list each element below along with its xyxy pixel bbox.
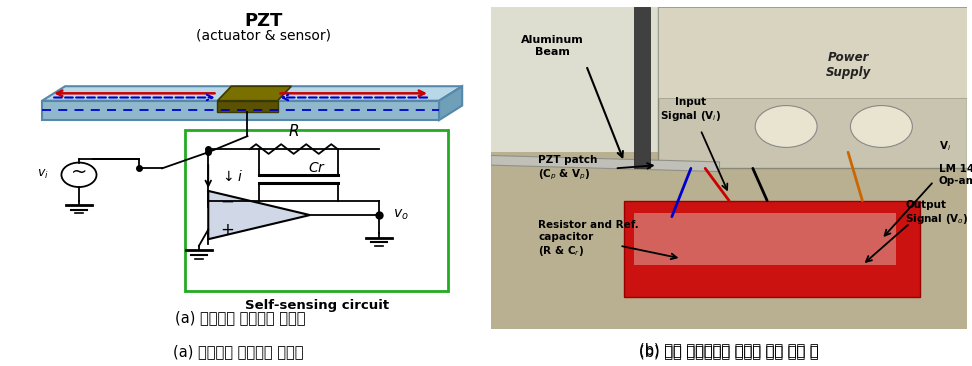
Circle shape [850, 105, 913, 147]
Text: $v_i$: $v_i$ [37, 168, 49, 181]
Text: Power
Supply: Power Supply [825, 51, 871, 79]
Text: (b) 실제 개발회로를 이용한 손상 감지 예: (b) 실제 개발회로를 이용한 손상 감지 예 [640, 344, 818, 359]
Circle shape [755, 105, 817, 147]
Polygon shape [218, 101, 278, 112]
Text: $-$: $-$ [220, 191, 234, 210]
Polygon shape [42, 101, 439, 120]
Text: Self-sensing circuit: Self-sensing circuit [245, 299, 389, 312]
Text: Input
Signal (V$_i$): Input Signal (V$_i$) [660, 97, 721, 123]
Polygon shape [491, 156, 719, 172]
Text: (a) 임피던스 측정회로 개념도: (a) 임피던스 측정회로 개념도 [175, 311, 306, 326]
Text: $R$: $R$ [288, 123, 299, 139]
Bar [657, 7, 967, 168]
Polygon shape [218, 86, 292, 101]
Text: PZT: PZT [245, 12, 283, 30]
Bar [634, 213, 896, 265]
Text: (b) 실제 개발회로를 이용한 손상 감지 예: (b) 실제 개발회로를 이용한 손상 감지 예 [640, 342, 818, 357]
Bar [634, 7, 650, 168]
Text: $+$: $+$ [220, 221, 234, 239]
Text: Aluminum
Beam: Aluminum Beam [521, 35, 584, 57]
Text: $Cr$: $Cr$ [307, 161, 326, 175]
Polygon shape [491, 7, 657, 152]
Polygon shape [208, 191, 310, 239]
Text: $\downarrow i$: $\downarrow i$ [220, 169, 243, 183]
Polygon shape [42, 86, 463, 101]
Bar [185, 130, 448, 291]
Text: (actuator & sensor): (actuator & sensor) [196, 28, 331, 42]
Text: V$_i$: V$_i$ [939, 139, 951, 153]
Text: $v_o$: $v_o$ [393, 208, 408, 222]
Text: Output
Signal (V$_o$): Output Signal (V$_o$) [905, 201, 969, 227]
Polygon shape [439, 86, 463, 120]
Text: PZT patch
(C$_p$ & V$_p$): PZT patch (C$_p$ & V$_p$) [538, 155, 598, 182]
Text: ~: ~ [71, 163, 87, 182]
Bar [657, 7, 967, 97]
Text: LM 148
Op-amp: LM 148 Op-amp [939, 164, 972, 186]
Bar [624, 201, 920, 297]
Text: (a) 임피던스 측정회로 개념도: (a) 임피던스 측정회로 개념도 [173, 344, 303, 359]
Text: Resistor and Ref.
capacitor
(R & C$_r$): Resistor and Ref. capacitor (R & C$_r$) [538, 220, 640, 258]
